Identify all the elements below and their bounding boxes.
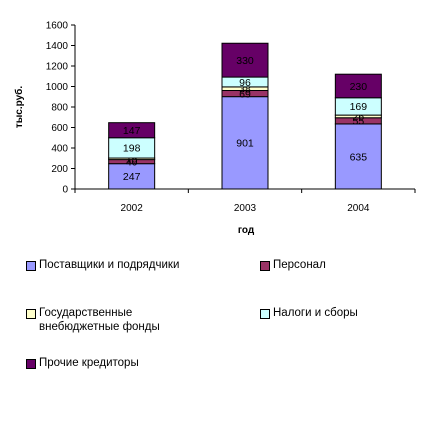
data-label: 230 (350, 81, 368, 93)
x-axis-title: год (238, 225, 255, 236)
y-tick-label: 0 (62, 185, 68, 196)
x-tick-label: 2003 (234, 203, 257, 214)
bar-segment (221, 96, 269, 190)
y-tick-label: 400 (51, 144, 68, 155)
data-label: 96 (239, 77, 251, 89)
bar-segment (334, 73, 382, 99)
y-tick-label: 1600 (46, 21, 69, 32)
x-tick-label: 2004 (347, 203, 370, 214)
y-axis: 0 200 400 600 800 1000 1200 1400 1600 (46, 21, 76, 196)
data-label: 69 (239, 88, 251, 100)
data-label: 55 (352, 116, 364, 128)
data-label: 15 (126, 154, 138, 166)
y-tick-label: 1200 (46, 62, 69, 73)
data-label: 147 (123, 125, 141, 137)
y-tick-label: 1400 (46, 41, 69, 52)
data-label: 40 (126, 156, 138, 168)
y-tick-label: 800 (51, 103, 68, 114)
x-axis: 2002 2003 2004 (74, 188, 416, 214)
bar-segment (108, 122, 156, 139)
bar-segment (108, 163, 156, 190)
data-label: 635 (350, 151, 368, 163)
bar-segment (334, 123, 382, 190)
data-label: 330 (236, 55, 254, 67)
data-label: 198 (123, 143, 141, 155)
y-tick-label: 200 (51, 164, 68, 175)
y-axis-title: тыс.руб. (13, 86, 25, 128)
data-label: 169 (350, 101, 368, 113)
data-label: 26 (352, 111, 364, 123)
y-tick-label: 600 (51, 123, 68, 134)
data-label: 901 (236, 138, 254, 150)
x-tick-label: 2002 (121, 203, 144, 214)
y-tick-label: 1000 (46, 82, 69, 93)
data-label: 38 (239, 84, 251, 96)
bar-segment (221, 42, 269, 78)
data-label: 247 (123, 171, 141, 183)
